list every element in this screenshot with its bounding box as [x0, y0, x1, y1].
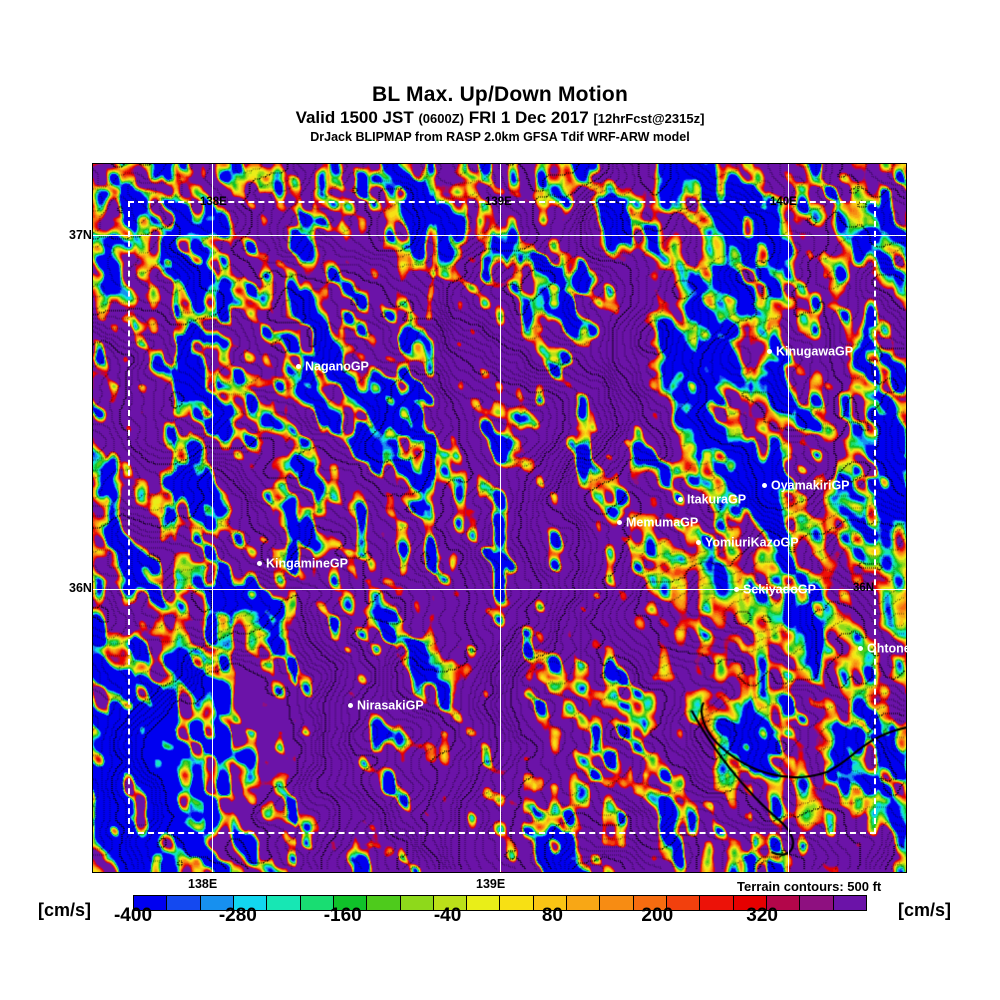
station-name: FujigawaGP	[397, 872, 469, 887]
station-label-oyamakirigp[interactable]: OyamakiriGP	[762, 479, 850, 492]
lat-label-36n-left: 36N	[69, 581, 92, 595]
station-name: NirasakiGP	[357, 698, 424, 713]
forecast-domain-box	[128, 201, 876, 834]
station-name: NaganoGP	[305, 359, 369, 374]
station-name: KinugawaGP	[776, 344, 854, 359]
colorbar-tick-200: 200	[641, 905, 674, 926]
station-label-nirasakigp[interactable]: NirasakiGP	[348, 699, 424, 712]
station-label-ohtone[interactable]: Ohtone	[858, 642, 911, 655]
lat-label-36n-right: 36N	[853, 582, 875, 594]
station-label-kingaminegp[interactable]: KingamineGP	[257, 557, 348, 570]
station-marker-dot	[762, 483, 767, 489]
title-block: BL Max. Up/Down Motion Valid 1500 JST (0…	[0, 84, 1000, 145]
station-marker-dot	[617, 520, 622, 526]
station-marker-dot	[348, 703, 353, 709]
colorbar-segment-17	[700, 896, 734, 910]
station-name: KingamineGP	[266, 556, 348, 571]
page-title: BL Max. Up/Down Motion	[372, 83, 628, 106]
station-name: SekiyadoGP	[743, 582, 816, 597]
colorbar-tick-320: 320	[746, 905, 778, 926]
colorbar-segment-11	[500, 896, 534, 910]
station-marker-dot	[696, 540, 701, 546]
lon-label-140e-top: 140E	[770, 196, 797, 208]
colorbar-segment-13	[567, 896, 601, 910]
station-marker-dot	[767, 349, 772, 355]
station-marker-dot	[257, 561, 262, 567]
colorbar[interactable]	[133, 895, 867, 911]
station-marker-dot	[388, 877, 393, 883]
colorbar-segment-14	[600, 896, 634, 910]
forecast-tag: [12hrFcst@2315z]	[593, 111, 705, 126]
station-marker-dot	[678, 497, 683, 503]
lat-label-37n: 37N	[69, 228, 92, 242]
lon-label-139e-top: 139E	[485, 196, 512, 208]
colorbar-segment-2	[200, 896, 234, 910]
model-line: DrJack BLIPMAP from RASP 2.0km GFSA Tdif…	[310, 130, 690, 144]
graticule-lon-139e	[500, 164, 502, 872]
valid-prefix: Valid 1500 JST	[295, 108, 414, 127]
colorbar-segment-20	[800, 896, 834, 910]
colorbar-tick-80: 80	[541, 905, 563, 926]
station-label-kinugawagp[interactable]: KinugawaGP	[767, 345, 853, 358]
colorbar-segment-8	[400, 896, 434, 910]
station-label-yomiurikazogp[interactable]: YomiuriKazoGP	[696, 536, 799, 549]
station-label-naganogp[interactable]: NaganoGP	[296, 360, 369, 373]
terrain-contour-note: Terrain contours: 500 ft	[737, 879, 882, 894]
colorbar-segment-21	[833, 896, 866, 910]
valid-time-line: Valid 1500 JST (0600Z) FRI 1 Dec 2017 [1…	[0, 108, 1000, 129]
graticule-lon-140e	[788, 164, 790, 872]
station-name: YomiuriKazoGP	[705, 535, 799, 550]
colorbar-segment-0	[134, 896, 168, 910]
station-label-sekiyadogp[interactable]: SekiyadoGP	[734, 583, 816, 596]
graticule-lat-37n	[93, 235, 906, 237]
colorbar-segment-6	[333, 896, 368, 910]
map-raster	[93, 164, 906, 872]
station-name: MemumaGP	[626, 515, 699, 530]
colorbar-segment-12	[533, 896, 568, 910]
lon-label-138e-bottom: 138E	[188, 877, 218, 891]
colorbar-segment-15	[633, 896, 667, 910]
station-label-fujigawagp[interactable]: FujigawaGP	[388, 873, 469, 886]
colorbar-segment-7	[367, 896, 401, 910]
graticule-lat-36n	[93, 589, 906, 591]
colorbar-segment-3	[233, 896, 268, 910]
colorbar-tick--400: -400	[113, 905, 153, 926]
colorbar-segment-18	[733, 896, 767, 910]
colorbar-tick--40: -40	[433, 905, 462, 926]
valid-utc: (0600Z)	[418, 111, 464, 126]
colorbar-segment-1	[167, 896, 201, 910]
station-name: Ohtone	[867, 641, 911, 656]
station-marker-dot	[296, 364, 301, 370]
lon-label-138e-top: 138E	[200, 196, 227, 208]
station-marker-dot	[858, 646, 863, 652]
colorbar-segment-5	[300, 896, 334, 910]
colorbar-units-right: [cm/s]	[898, 900, 952, 920]
station-name: ItakuraGP	[687, 492, 747, 507]
colorbar-tick--280: -280	[218, 905, 257, 926]
colorbar-segment-9	[433, 896, 468, 910]
station-label-memumagp[interactable]: MemumaGP	[617, 516, 698, 529]
graticule-lon-138e	[212, 164, 214, 872]
colorbar-tick--160: -160	[323, 905, 362, 926]
colorbar-segment-4	[267, 896, 301, 910]
station-label-itakuragp[interactable]: ItakuraGP	[678, 493, 746, 506]
station-marker-dot	[734, 587, 739, 593]
map-plot-area[interactable]	[92, 163, 907, 873]
colorbar-segment-10	[467, 896, 501, 910]
colorbar-segment-19	[766, 896, 801, 910]
colorbar-units-left: [cm/s]	[38, 900, 92, 920]
valid-date: FRI 1 Dec 2017	[468, 108, 589, 127]
colorbar-segment-16	[667, 896, 701, 910]
lon-label-139e-bottom: 139E	[476, 877, 506, 891]
station-name: OyamakiriGP	[771, 478, 850, 493]
